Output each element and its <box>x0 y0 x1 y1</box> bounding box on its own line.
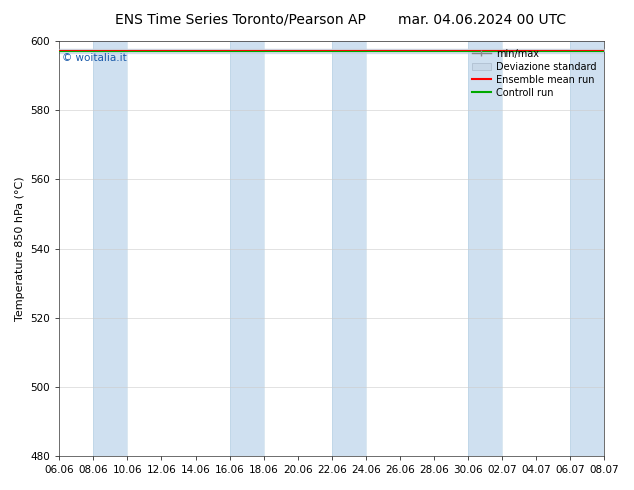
Legend: min/max, Deviazione standard, Ensemble mean run, Controll run: min/max, Deviazione standard, Ensemble m… <box>469 46 599 100</box>
Bar <box>230 41 264 456</box>
Y-axis label: Temperature 850 hPa (°C): Temperature 850 hPa (°C) <box>15 176 25 321</box>
Text: ENS Time Series Toronto/Pearson AP: ENS Time Series Toronto/Pearson AP <box>115 13 366 27</box>
Bar <box>570 41 604 456</box>
Bar <box>332 41 366 456</box>
Text: © woitalia.it: © woitalia.it <box>62 53 127 64</box>
Bar <box>468 41 502 456</box>
Text: mar. 04.06.2024 00 UTC: mar. 04.06.2024 00 UTC <box>398 13 566 27</box>
Bar <box>93 41 127 456</box>
